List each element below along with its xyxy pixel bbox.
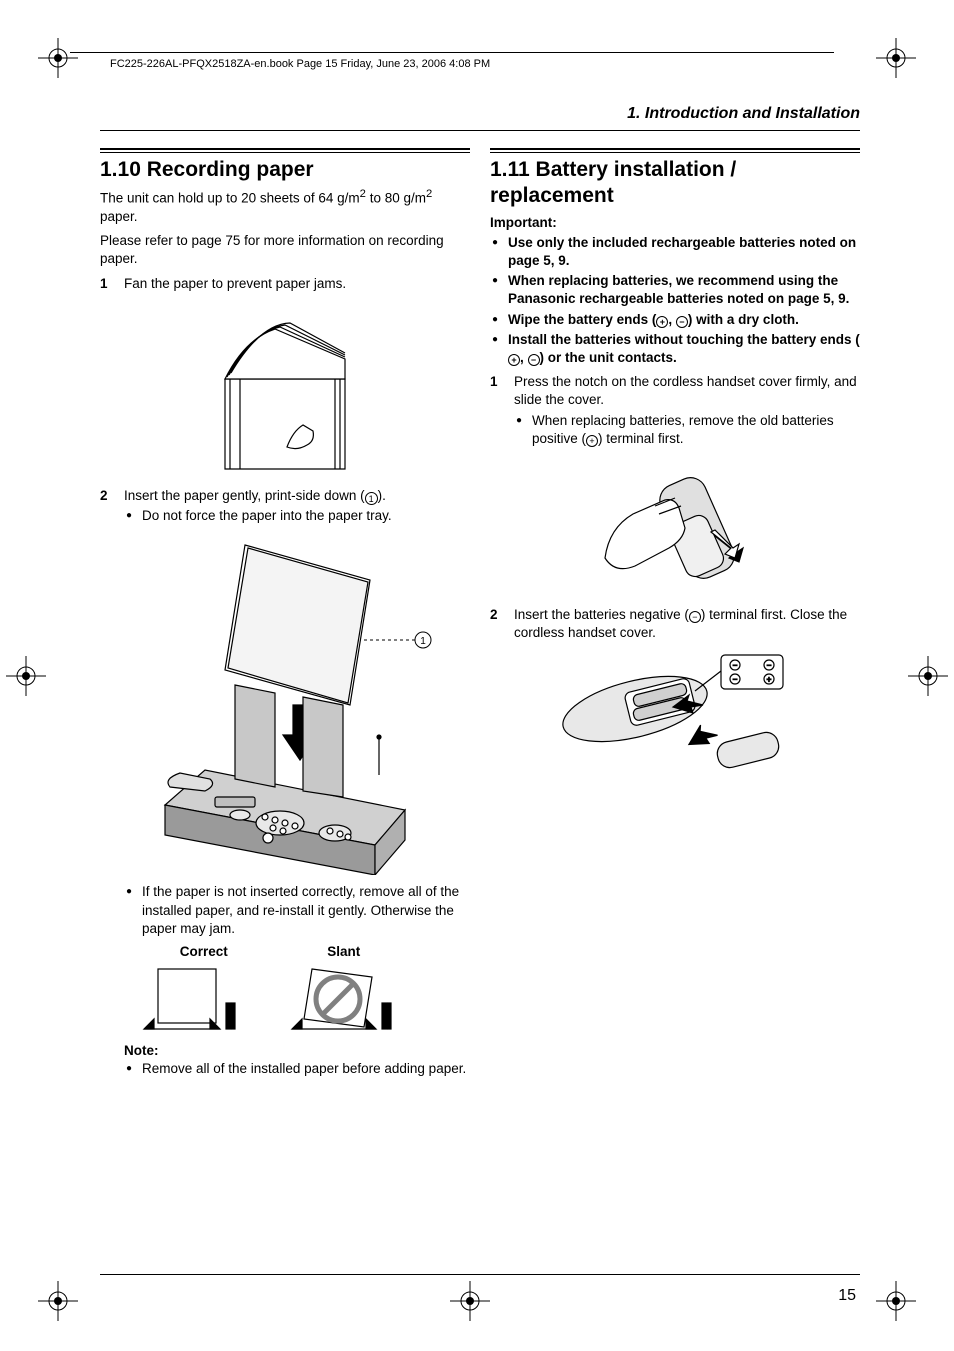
note-bullets: Remove all of the installed paper before…: [124, 1060, 470, 1078]
svg-text:−: −: [733, 675, 738, 684]
page-header-rule: [70, 52, 834, 53]
svg-text:−: −: [767, 661, 772, 670]
illus-insert-batteries: − − − +: [490, 649, 860, 789]
crop-mark-tl: [38, 38, 78, 78]
illus-slide-cover: [490, 458, 860, 598]
crop-mark-tr: [876, 38, 916, 78]
page-number: 15: [838, 1287, 856, 1305]
section-rule: [100, 130, 860, 131]
right-step-1: 1 Press the notch on the cordless handse…: [490, 373, 860, 452]
page-header-filename: FC225-226AL-PFQX2518ZA-en.book Page 15 F…: [110, 58, 490, 70]
intro-paragraph-1: The unit can hold up to 20 sheets of 64 …: [100, 187, 470, 226]
crop-mark-bm: [450, 1281, 490, 1321]
crop-mark-mr: [908, 656, 948, 696]
heading-rule-right: [490, 148, 860, 153]
intro-paragraph-2: Please refer to page 75 for more informa…: [100, 232, 470, 268]
important-label: Important:: [490, 214, 860, 232]
illus-correct-slant: [140, 965, 510, 1035]
caption-row: Correct Slant: [130, 944, 410, 959]
step-2: 2 Insert the paper gently, print-side do…: [100, 487, 470, 529]
step-text: Fan the paper to prevent paper jams.: [124, 275, 470, 293]
illus-fan-paper: [100, 299, 470, 479]
step-number: 2: [100, 487, 124, 529]
heading-recording-paper: 1.10 Recording paper: [100, 157, 470, 183]
right-step-2: 2 Insert the batteries negative (−) term…: [490, 606, 860, 642]
step-text: Press the notch on the cordless handset …: [514, 373, 860, 452]
caption-slant: Slant: [327, 944, 360, 959]
caption-correct: Correct: [180, 944, 228, 959]
left-column: 1.10 Recording paper The unit can hold u…: [100, 148, 470, 1082]
section-header: 1. Introduction and Installation: [490, 105, 860, 123]
heading-rule-left: [100, 148, 470, 153]
illus-fax-machine: 1: [100, 535, 470, 875]
warning-bullet: If the paper is not inserted correctly, …: [124, 883, 470, 938]
right-column: 1.11 Battery installation / replacement …: [490, 148, 860, 797]
svg-text:−: −: [733, 661, 738, 670]
step-number: 2: [490, 606, 514, 642]
step-text: Insert the batteries negative (−) termin…: [514, 606, 860, 642]
footer-rule: [100, 1274, 860, 1275]
step2-bullet: Do not force the paper into the paper tr…: [124, 507, 470, 525]
step-1: 1 Fan the paper to prevent paper jams.: [100, 275, 470, 293]
step-number: 1: [490, 373, 514, 452]
note-label: Note:: [124, 1043, 470, 1058]
crop-mark-ml: [6, 656, 46, 696]
crop-mark-br: [876, 1281, 916, 1321]
heading-battery: 1.11 Battery installation / replacement: [490, 157, 860, 210]
crop-mark-bl: [38, 1281, 78, 1321]
important-bullets: Use only the included rechargeable batte…: [490, 234, 860, 368]
svg-text:+: +: [767, 675, 772, 684]
step-text: Insert the paper gently, print-side down…: [124, 487, 470, 529]
step-number: 1: [100, 275, 124, 293]
svg-text:1: 1: [420, 636, 426, 647]
